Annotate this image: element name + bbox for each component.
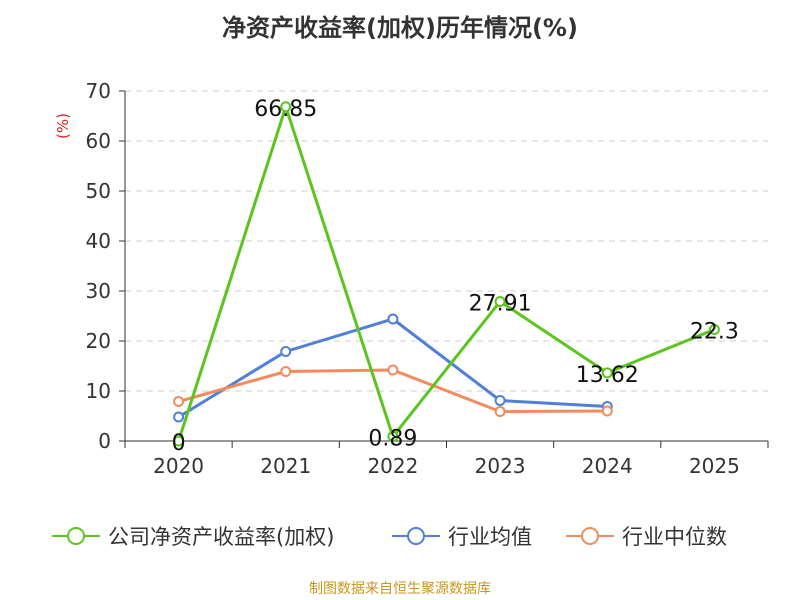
x-tick-label: 2021 bbox=[260, 454, 311, 478]
data-point bbox=[280, 366, 292, 377]
data-point bbox=[173, 435, 185, 447]
legend-marker-company-roe bbox=[52, 527, 100, 545]
data-label: 13.62 bbox=[576, 363, 639, 388]
data-point bbox=[708, 324, 720, 335]
series-line-0 bbox=[177, 105, 715, 442]
axes: 0 10 20 30 40 50 60 70 2020 2021 2022 2023 2024 2025 (… bbox=[54, 79, 769, 478]
source-note: 制图数据来自恒生聚源数据库 bbox=[309, 581, 491, 597]
data-label: 0 bbox=[172, 431, 186, 456]
legend-item-company-roe[interactable]: 公司净资产收益率(加权) bbox=[52, 522, 334, 550]
data-point bbox=[173, 411, 185, 423]
legend-label-industry-mean: 行业均值 bbox=[448, 525, 532, 549]
legend-marker-industry-median bbox=[566, 527, 614, 545]
data-point bbox=[601, 367, 613, 379]
x-tick-label: 2023 bbox=[475, 454, 526, 478]
y-tick-label: 10 bbox=[86, 379, 111, 403]
data-point bbox=[387, 313, 399, 325]
y-tick-label: 70 bbox=[86, 79, 111, 103]
x-tick-label: 2024 bbox=[582, 454, 633, 478]
legend-item-industry-mean[interactable]: 行业均值 bbox=[392, 522, 532, 550]
data-point bbox=[280, 346, 292, 357]
y-tick-label: 50 bbox=[86, 179, 111, 203]
legend-label-company-roe: 公司净资产收益率(加权) bbox=[108, 525, 335, 549]
y-tick-label: 0 bbox=[98, 429, 111, 453]
data-label: 22.3 bbox=[690, 320, 739, 345]
data-point bbox=[280, 101, 292, 113]
data-point bbox=[387, 364, 399, 376]
data-points bbox=[173, 101, 720, 447]
data-point bbox=[173, 396, 185, 407]
y-tick-label: 30 bbox=[86, 279, 111, 303]
y-tick-label: 40 bbox=[86, 229, 111, 253]
data-point bbox=[494, 295, 506, 307]
data-labels: 0 66.85 0.89 27.91 13.62 22.3 bbox=[172, 97, 739, 456]
x-tick-label: 2020 bbox=[153, 454, 204, 478]
data-label: 0.89 bbox=[368, 427, 417, 452]
x-tick-label: 2025 bbox=[689, 454, 740, 478]
data-point bbox=[387, 431, 399, 443]
data-point bbox=[601, 405, 613, 417]
data-point bbox=[494, 406, 506, 417]
data-label: 66.85 bbox=[254, 97, 317, 122]
y-axis-label: (%) bbox=[54, 113, 72, 139]
data-point bbox=[494, 395, 506, 406]
data-label: 27.91 bbox=[469, 291, 532, 316]
chart-title: 净资产收益率(加权)历年情况(%) bbox=[222, 14, 578, 42]
y-tick-label: 60 bbox=[86, 129, 111, 153]
legend-marker-industry-mean bbox=[392, 527, 440, 545]
legend-label-industry-median: 行业中位数 bbox=[622, 525, 727, 549]
x-tick-label: 2022 bbox=[367, 454, 418, 478]
legend-item-industry-median[interactable]: 行业中位数 bbox=[566, 522, 727, 550]
y-tick-label: 20 bbox=[86, 329, 111, 353]
